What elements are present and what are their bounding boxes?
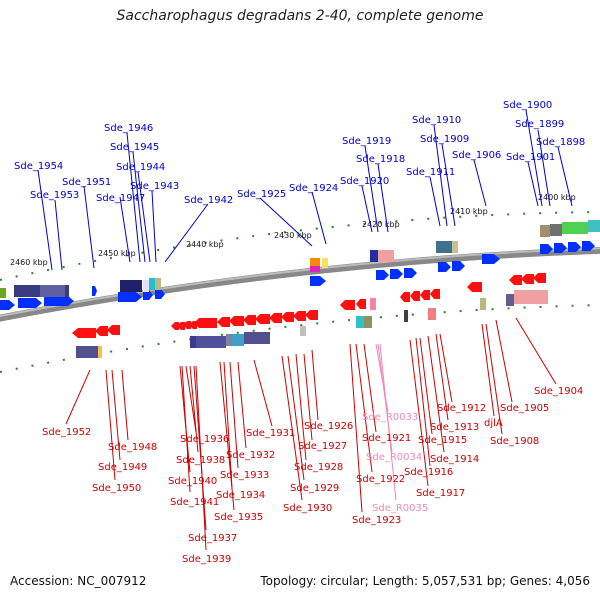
gene-label: Sde_1940	[168, 476, 217, 487]
gene-label: Sde_1931	[246, 428, 295, 439]
reverse-gene-track	[72, 273, 546, 338]
gene-label: Sde_1943	[130, 181, 179, 192]
gene-label: Sde_1950	[92, 483, 141, 494]
gene-label: Sde_1942	[184, 195, 233, 206]
gene-label: Sde_1909	[420, 134, 469, 145]
gene-label: Sde_1925	[237, 189, 286, 200]
gene-label: Sde_1920	[340, 176, 389, 187]
gene-label: Sde_1951	[62, 177, 111, 188]
rna-leader-lines	[375, 343, 397, 501]
gene-label: Sde_1934	[216, 490, 265, 501]
gene-label: Sde_1906	[452, 150, 501, 161]
kbp-label: 2450 kbp	[98, 249, 136, 258]
gene-label: Sde_1944	[116, 162, 165, 173]
kbp-label: 2430 kbp	[274, 231, 312, 240]
gene-label: Sde_1911	[406, 167, 455, 178]
gene-label: Sde_1913	[430, 422, 479, 433]
gene-label: Sde_1921	[362, 433, 411, 444]
gene-label: Sde_1929	[290, 483, 339, 494]
forward-feature-boxes	[0, 220, 600, 298]
gene-label: Sde_1952	[42, 427, 91, 438]
gene-label: Sde_1914	[430, 454, 479, 465]
gene-label: Sde_1954	[14, 161, 63, 172]
kbp-label: 2420 kbp	[362, 220, 400, 229]
gene-label: Sde_1941	[170, 497, 219, 508]
kbp-label: 2460 kbp	[10, 258, 48, 267]
forward-gene-labels: Sde_1954 Sde_1953 Sde_1951 Sde_1947 Sde_…	[14, 100, 585, 206]
gene-label: Sde_1935	[214, 512, 263, 523]
gene-label: djlA	[484, 418, 503, 429]
genome-backbone-highlight	[0, 247, 600, 318]
gene-label: Sde_1923	[352, 515, 401, 526]
gene-label: Sde_1917	[416, 488, 465, 499]
gene-label: Sde_1947	[96, 193, 145, 204]
rna-label: Sde_R0035	[372, 503, 428, 514]
gene-label: Sde_1900	[503, 100, 552, 111]
gene-label: Sde_1936	[180, 434, 229, 445]
gene-label: Sde_1905	[500, 403, 549, 414]
gene-label: Sde_1916	[404, 467, 453, 478]
tick-arcs	[0, 211, 600, 373]
rna-gene-labels: Sde_R0033 Sde_R0034 Sde_R0035	[362, 412, 428, 514]
gene-label: Sde_1904	[534, 386, 583, 397]
gene-label: Sde_1915	[418, 435, 467, 446]
gene-label: Sde_1932	[226, 450, 275, 461]
genome-backbone	[0, 246, 600, 322]
gene-label: Sde_1912	[437, 403, 486, 414]
gene-label: Sde_1938	[176, 455, 225, 466]
gene-label: Sde_1928	[294, 462, 343, 473]
forward-leader-lines	[37, 109, 573, 271]
rna-label: Sde_R0034	[366, 452, 422, 463]
gene-label: Sde_1922	[356, 474, 405, 485]
gene-label: Sde_1939	[182, 554, 231, 565]
gene-label: Sde_1919	[342, 136, 391, 147]
gene-label: Sde_1899	[515, 119, 564, 130]
gene-label: Sde_1953	[30, 190, 79, 201]
gene-label: Sde_1937	[188, 533, 237, 544]
reverse-feature-boxes	[76, 290, 548, 358]
gene-label: Sde_1910	[412, 115, 461, 126]
gene-label: Sde_1946	[104, 123, 153, 134]
gene-label: Sde_1945	[110, 142, 159, 153]
reverse-gene-labels: Sde_1952 Sde_1948 Sde_1949 Sde_1950 Sde_…	[42, 386, 583, 565]
gene-label: Sde_1924	[289, 183, 338, 194]
gene-label: Sde_1949	[98, 462, 147, 473]
gene-label: Sde_1898	[536, 137, 585, 148]
gene-label: Sde_1930	[283, 503, 332, 514]
kbp-scale: 2460 kbp 2450 kbp 2440 kbp 2430 kbp 2420…	[10, 193, 576, 267]
gene-label: Sde_1918	[356, 154, 405, 165]
kbp-label: 2410 kbp	[450, 207, 488, 216]
gene-label: Sde_1908	[490, 436, 539, 447]
gene-label: Sde_1948	[108, 442, 157, 453]
gene-label: Sde_1926	[304, 421, 353, 432]
rna-label: Sde_R0033	[362, 412, 418, 423]
gene-label: Sde_1933	[220, 470, 269, 481]
reverse-leader-lines	[65, 317, 557, 551]
forward-gene-track	[0, 241, 595, 310]
kbp-label: 2400 kbp	[538, 193, 576, 202]
kbp-label: 2440 kbp	[186, 240, 224, 249]
map-title: Saccharophagus degradans 2-40, complete …	[116, 8, 484, 24]
accession-text: Accession: NC_007912	[10, 574, 147, 588]
genome-stats-text: Topology: circular; Length: 5,057,531 bp…	[260, 574, 590, 588]
gene-label: Sde_1927	[298, 441, 347, 452]
gene-label: Sde_1901	[506, 152, 555, 163]
